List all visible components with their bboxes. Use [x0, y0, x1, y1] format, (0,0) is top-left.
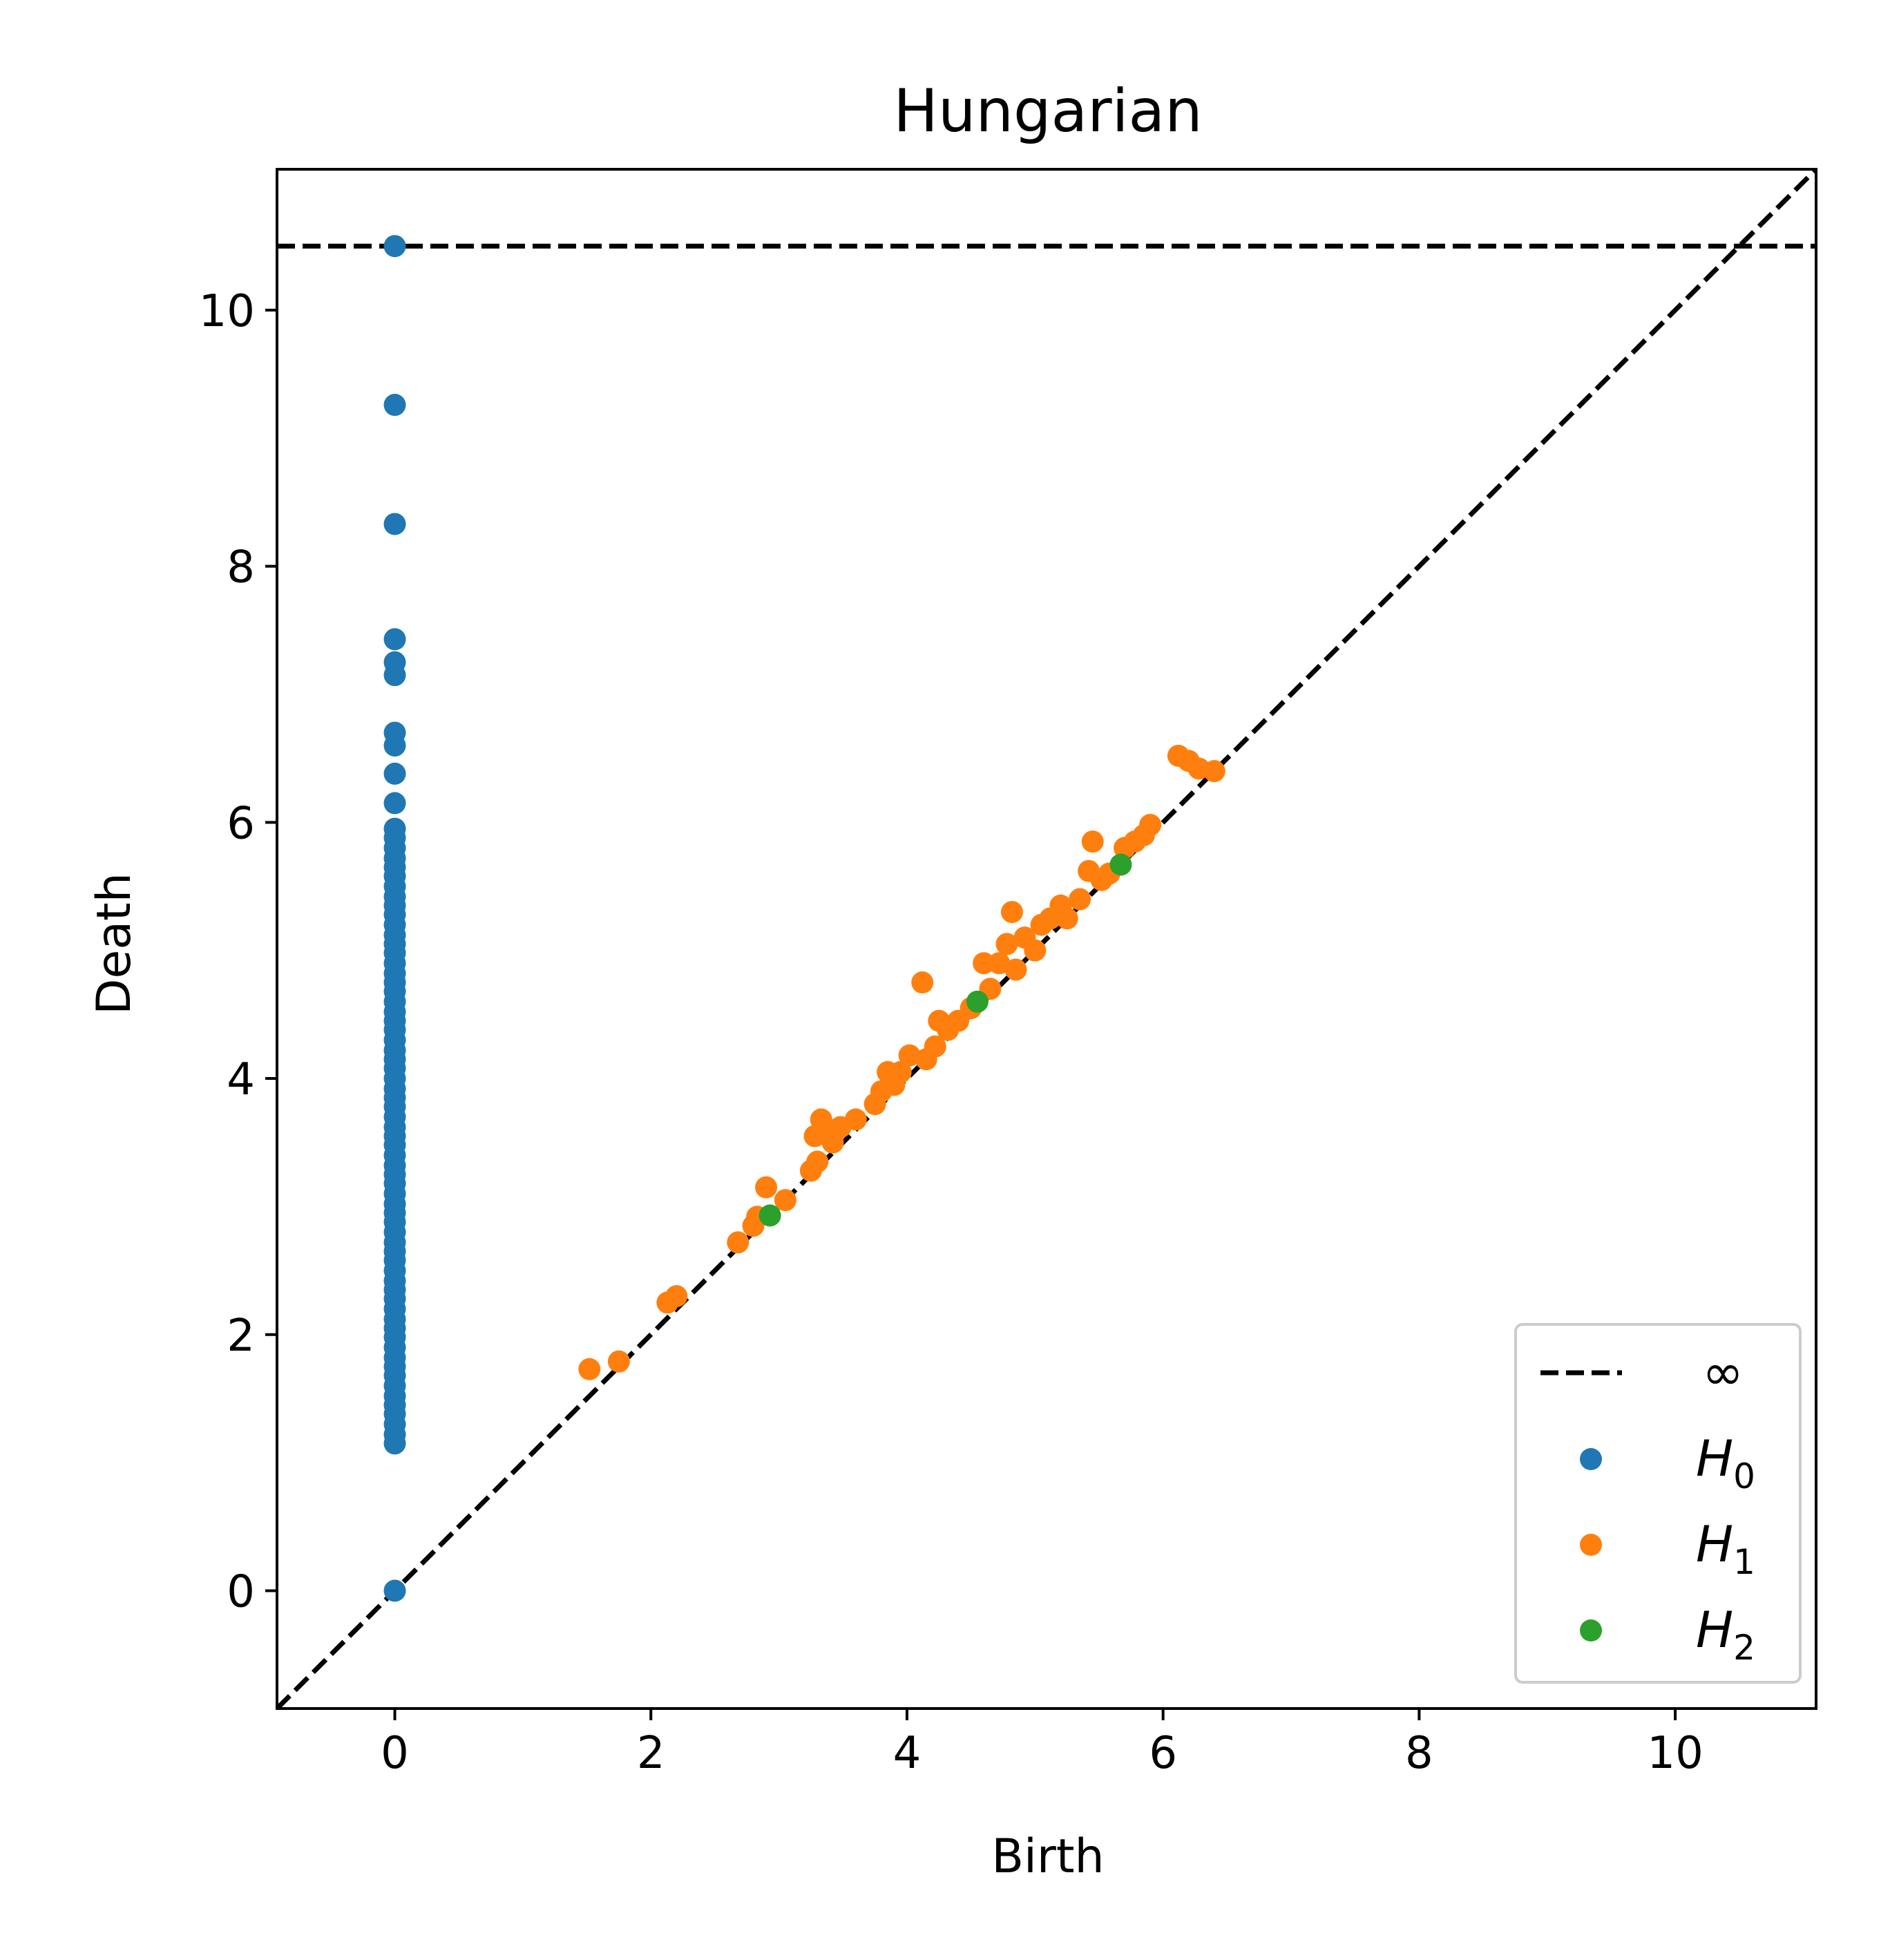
legend-box	[1514, 1323, 1802, 1684]
legend-h0-swatch	[1580, 1448, 1602, 1470]
data-point	[911, 971, 934, 994]
legend-h2-label: H2	[1696, 1601, 1755, 1668]
data-point	[758, 1204, 781, 1227]
data-point	[383, 792, 406, 815]
chart-title: Hungarian	[893, 77, 1202, 146]
legend-infinity-label: ∞	[1702, 1343, 1744, 1401]
data-point	[898, 1044, 921, 1067]
data-point	[889, 1060, 912, 1083]
series-h1	[578, 744, 1225, 1380]
data-point	[1081, 830, 1104, 853]
y-tick-label: 8	[227, 542, 255, 593]
data-point	[1056, 907, 1078, 930]
plot-area	[277, 169, 1816, 1709]
plot-frame	[276, 168, 1817, 1710]
x-tick-label: 0	[381, 1728, 409, 1779]
x-axis: 0 2 4 6 8 10	[381, 1709, 1703, 1779]
data-point	[924, 1035, 946, 1058]
legend-h1-label: H1	[1696, 1515, 1755, 1582]
x-axis-label: Birth	[991, 1829, 1104, 1884]
x-tick-label: 2	[637, 1728, 665, 1779]
data-point	[1139, 814, 1162, 837]
data-point	[973, 952, 995, 975]
series-h2	[758, 853, 1132, 1227]
x-tick-label: 10	[1647, 1728, 1703, 1779]
data-point	[988, 952, 1011, 975]
data-point	[383, 513, 406, 535]
data-point	[383, 721, 406, 744]
y-tick-label: 6	[227, 798, 255, 849]
y-tick-label: 10	[199, 286, 255, 337]
data-point	[1203, 760, 1225, 783]
y-axis-label: Death	[87, 873, 142, 1015]
data-point	[578, 1358, 601, 1380]
x-tick-label: 4	[893, 1728, 922, 1779]
data-point	[995, 933, 1018, 955]
data-point	[1109, 853, 1132, 876]
diagonal-line	[277, 169, 1816, 1709]
data-point	[383, 762, 406, 785]
data-point	[806, 1150, 829, 1173]
y-tick-label: 0	[227, 1566, 255, 1617]
legend-h2-swatch	[1580, 1619, 1602, 1642]
legend-h0-label: H0	[1696, 1429, 1755, 1496]
y-tick-label: 2	[227, 1311, 255, 1362]
data-point	[1024, 939, 1047, 962]
data-point	[383, 394, 406, 417]
data-point	[607, 1350, 630, 1373]
data-point	[665, 1285, 688, 1308]
series-h0	[383, 235, 406, 1602]
data-point	[383, 235, 406, 258]
data-point	[383, 628, 406, 651]
data-point	[755, 1176, 778, 1199]
data-point	[383, 817, 406, 840]
legend: ∞ H0 H1 H2	[1514, 1323, 1802, 1684]
data-point	[966, 990, 989, 1013]
y-tick-label: 4	[227, 1054, 255, 1105]
x-tick-label: 8	[1405, 1728, 1433, 1779]
data-point	[774, 1189, 796, 1212]
data-point	[727, 1231, 750, 1254]
y-axis: 0 2 4 6 8 10	[199, 286, 277, 1617]
data-point	[1000, 901, 1023, 924]
legend-h1-swatch	[1580, 1534, 1602, 1556]
data-point	[1004, 958, 1027, 981]
data-point	[844, 1108, 867, 1131]
data-point	[383, 651, 406, 674]
data-point	[1069, 888, 1091, 911]
data-point	[383, 1579, 406, 1602]
x-tick-label: 6	[1149, 1728, 1177, 1779]
